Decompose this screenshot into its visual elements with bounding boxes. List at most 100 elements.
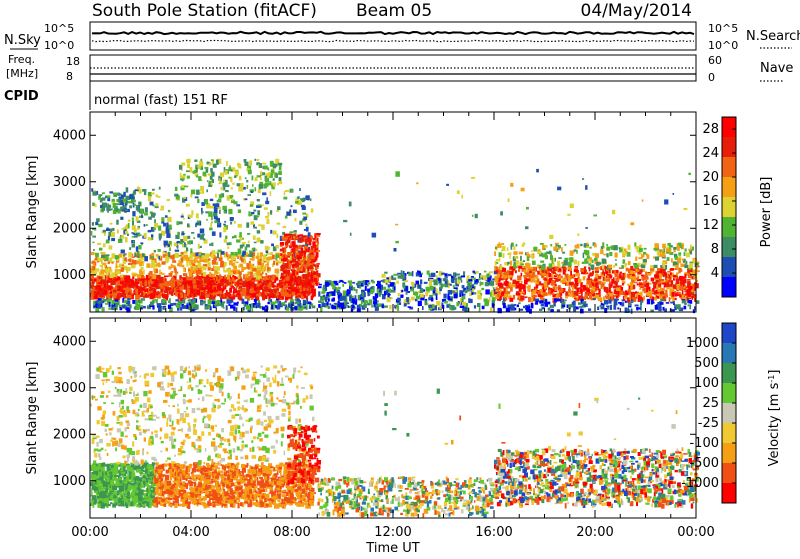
heatmap-cell	[250, 204, 254, 207]
heatmap-cell	[521, 292, 525, 294]
heatmap-cell	[201, 208, 203, 212]
heatmap-cell	[285, 263, 289, 268]
heatmap-cell	[245, 198, 248, 200]
heatmap-cell	[144, 212, 148, 215]
heatmap-cell	[149, 271, 152, 275]
heatmap-cell	[608, 265, 612, 269]
heatmap-cell	[202, 255, 204, 260]
heatmap-cell	[365, 280, 368, 285]
heatmap-cell	[238, 290, 240, 294]
heatmap-cell	[136, 205, 139, 211]
heatmap-cell	[262, 307, 265, 311]
heatmap-cell	[275, 305, 277, 308]
heatmap-cell	[170, 280, 174, 283]
heatmap-cell	[123, 288, 127, 290]
heatmap-cell	[218, 283, 221, 287]
heatmap-cell	[264, 278, 267, 280]
heatmap-cell	[295, 218, 297, 221]
heatmap-cell	[252, 282, 255, 285]
heatmap-cell	[281, 291, 285, 294]
heatmap-cell	[596, 267, 598, 269]
heatmap-cell	[247, 233, 250, 235]
heatmap-cell	[252, 248, 255, 250]
heatmap-cell	[523, 266, 525, 268]
heatmap-cell	[515, 271, 517, 273]
heatmap-cell	[233, 271, 236, 274]
heatmap-cell	[201, 257, 203, 262]
heatmap-cell	[193, 237, 195, 239]
heatmap-cell	[338, 295, 341, 299]
heatmap-cell	[239, 271, 242, 275]
heatmap-cell	[103, 252, 106, 255]
heatmap-cell	[196, 252, 199, 256]
heatmap-cell	[340, 303, 343, 305]
heatmap-cell	[460, 306, 464, 308]
heatmap-cell	[631, 300, 633, 302]
heatmap-cell	[107, 280, 111, 283]
heatmap-cell	[614, 282, 617, 284]
heatmap-cell	[682, 290, 684, 295]
heatmap-cell	[540, 297, 542, 299]
heatmap-cell	[102, 307, 105, 311]
heatmap-cell	[371, 289, 375, 292]
heatmap-cell	[291, 189, 293, 192]
heatmap-cell	[468, 288, 471, 292]
heatmap-cell	[551, 281, 555, 286]
heatmap-cell	[139, 281, 142, 283]
heatmap-cell	[594, 244, 597, 248]
heatmap-cell	[260, 171, 262, 175]
heatmap-cell	[344, 282, 347, 284]
heatmap-cell	[664, 308, 667, 312]
heatmap-cell	[208, 211, 213, 216]
heatmap-cell	[499, 252, 502, 257]
heatmap-cell	[628, 245, 631, 250]
heatmap-cell	[467, 283, 470, 288]
heatmap-cell	[100, 270, 104, 274]
heatmap-cell	[608, 277, 610, 280]
heatmap-cell	[210, 176, 213, 180]
heatmap-cell	[292, 241, 296, 247]
heatmap-cell	[135, 282, 139, 284]
heatmap-cell	[150, 202, 154, 206]
heatmap-cell	[512, 271, 514, 275]
heatmap-cell	[646, 277, 648, 280]
heatmap-cell	[307, 299, 309, 304]
heatmap-cell	[253, 210, 256, 212]
heatmap-cell	[557, 261, 560, 266]
heatmap-cell	[175, 299, 179, 301]
heatmap-cell	[232, 183, 234, 185]
heatmap-cell	[129, 194, 133, 199]
heatmap-cell	[297, 290, 300, 293]
nsearch-tick-top: 10^5	[708, 22, 738, 35]
heatmap-cell	[261, 204, 263, 206]
heatmap-cell	[238, 295, 241, 300]
heatmap-cell	[179, 262, 182, 267]
heatmap-cell	[533, 290, 537, 295]
heatmap-cell	[140, 305, 143, 307]
heatmap-cell	[283, 270, 286, 273]
heatmap-cell	[209, 254, 211, 256]
heatmap-cell	[168, 225, 172, 229]
heatmap-cell	[293, 210, 297, 214]
heatmap-cell	[174, 269, 177, 273]
heatmap-cell	[170, 255, 174, 258]
heatmap-cell	[690, 245, 692, 249]
heatmap-cell	[349, 306, 352, 308]
heatmap-cell	[157, 291, 159, 293]
heatmap-cell	[496, 270, 499, 272]
heatmap-cell	[495, 276, 497, 281]
heatmap-cell	[368, 293, 370, 296]
heatmap-cell	[371, 304, 373, 307]
heatmap-cell	[252, 268, 256, 272]
heatmap-cell	[595, 291, 597, 293]
heatmap-cell	[196, 223, 199, 225]
heatmap-cell	[158, 307, 161, 312]
heatmap-cell	[686, 261, 688, 265]
heatmap-cell	[381, 280, 384, 282]
heatmap-cell	[265, 273, 267, 275]
heatmap-cell	[271, 305, 273, 310]
heatmap-cell	[247, 305, 250, 310]
heatmap-cell	[217, 253, 219, 258]
heatmap-cell	[537, 251, 541, 255]
heatmap-cell	[394, 286, 396, 290]
